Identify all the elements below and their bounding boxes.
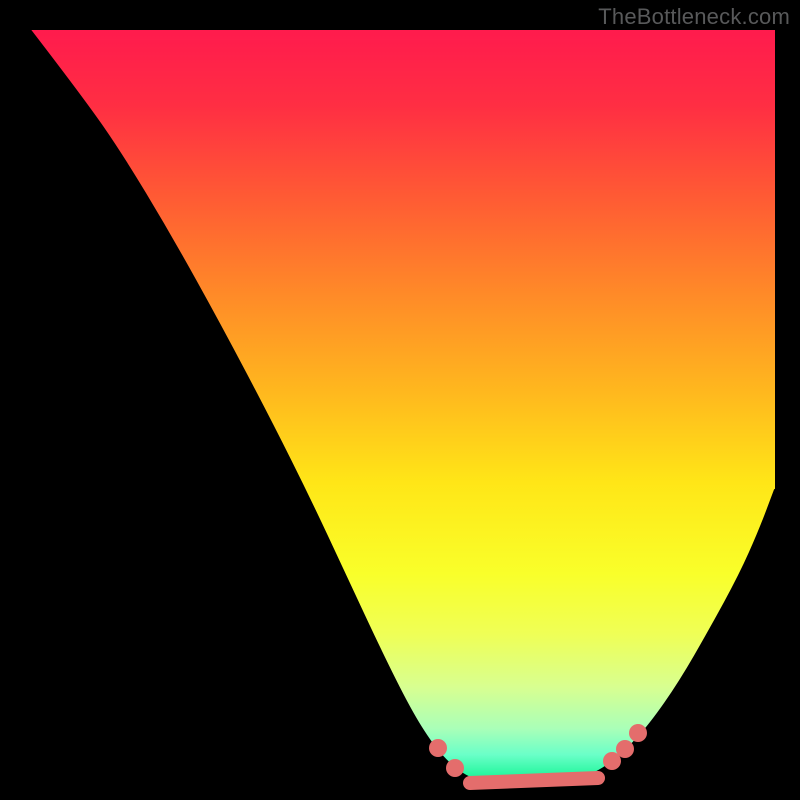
chart-frame: TheBottleneck.com xyxy=(0,0,800,800)
chart-svg xyxy=(0,0,800,800)
marker-dot xyxy=(446,759,464,777)
marker-dot xyxy=(616,740,634,758)
bottleneck-chart xyxy=(0,0,800,800)
optimal-range-line xyxy=(470,778,598,783)
marker-dot xyxy=(429,739,447,757)
marker-dot xyxy=(629,724,647,742)
